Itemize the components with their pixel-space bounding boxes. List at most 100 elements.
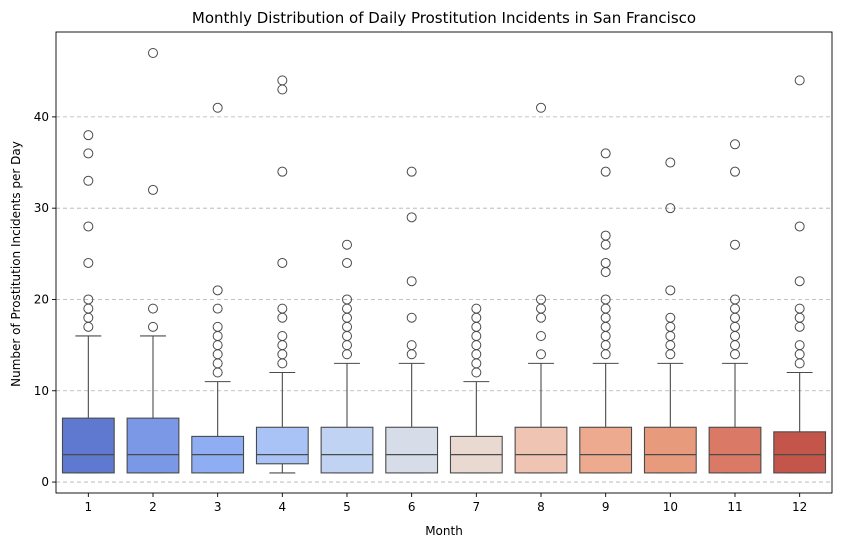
outlier-point (471, 340, 482, 351)
outlier-point (471, 349, 482, 360)
outlier-point (600, 340, 611, 351)
outlier-point (794, 303, 805, 314)
y-tick-label: 0 (41, 475, 49, 489)
iqr-box (643, 426, 697, 474)
outlier-point (406, 349, 417, 360)
outlier-point (471, 358, 482, 369)
box-month-5 (320, 239, 374, 474)
outlier-point (600, 166, 611, 177)
iqr-box (514, 426, 568, 474)
outlier-point (406, 312, 417, 323)
x-tick-label: 12 (792, 500, 807, 514)
outlier-point (600, 267, 611, 278)
outlier-point (83, 221, 94, 232)
iqr-box (579, 426, 633, 474)
grid-lines (56, 116, 832, 483)
outlier-point (342, 330, 352, 341)
x-tick-label: 1 (85, 500, 93, 514)
x-tick-label: 10 (663, 500, 678, 514)
outlier-point (730, 321, 740, 332)
outlier-point (212, 349, 223, 360)
outlier-point (83, 312, 94, 323)
outlier-point (536, 102, 546, 113)
x-tick-label: 5 (343, 500, 351, 514)
x-tick-label: 9 (602, 500, 610, 514)
x-tick-label: 3 (214, 500, 222, 514)
outlier-point (794, 312, 805, 323)
outlier-point (730, 139, 740, 150)
outlier-point (471, 303, 482, 314)
outlier-point (83, 148, 94, 159)
outlier-point (600, 312, 611, 323)
outlier-point (600, 321, 611, 332)
outlier-point (406, 166, 417, 177)
y-tick-label: 10 (34, 384, 49, 398)
outlier-point (212, 358, 223, 369)
outlier-point (536, 294, 546, 305)
outlier-point (536, 303, 546, 314)
outlier-point (600, 230, 611, 241)
outlier-point (148, 47, 158, 58)
outlier-point (730, 303, 740, 314)
outlier-point (277, 303, 288, 314)
box-month-9 (579, 148, 633, 474)
boxes (61, 47, 827, 474)
outlier-point (83, 321, 94, 332)
outlier-point (406, 212, 417, 223)
outlier-point (212, 303, 223, 314)
box-month-4 (255, 75, 309, 474)
outlier-point (730, 166, 740, 177)
outlier-point (342, 294, 352, 305)
outlier-point (600, 239, 611, 250)
outlier-point (406, 340, 417, 351)
iqr-box (255, 426, 309, 465)
iqr-box (773, 431, 827, 474)
outlier-point (730, 312, 740, 323)
outlier-point (471, 312, 482, 323)
outlier-point (83, 257, 94, 268)
outlier-point (83, 303, 94, 314)
outlier-point (600, 148, 611, 159)
outlier-point (665, 321, 676, 332)
outlier-point (665, 157, 676, 168)
outlier-point (148, 321, 158, 332)
outlier-point (794, 276, 805, 287)
outlier-point (471, 330, 482, 341)
outlier-point (600, 257, 611, 268)
box-month-3 (191, 102, 245, 474)
outlier-point (471, 321, 482, 332)
outlier-point (794, 358, 805, 369)
outlier-point (212, 367, 223, 378)
outlier-point (665, 349, 676, 360)
outlier-point (212, 102, 223, 113)
chart-title: Monthly Distribution of Daily Prostituti… (192, 9, 696, 27)
iqr-box (61, 417, 115, 474)
x-axis-label: Month (425, 524, 463, 538)
outlier-point (277, 257, 288, 268)
outlier-point (212, 330, 223, 341)
outlier-point (83, 130, 94, 141)
outlier-point (148, 184, 158, 195)
outlier-point (277, 84, 288, 95)
y-tick-label: 30 (34, 201, 49, 215)
outlier-point (665, 312, 676, 323)
iqr-box (708, 426, 762, 474)
box-month-10 (643, 157, 697, 474)
outlier-point (536, 349, 546, 360)
outlier-point (600, 303, 611, 314)
outlier-point (665, 285, 676, 296)
outlier-point (730, 340, 740, 351)
outlier-point (83, 175, 94, 186)
y-tick-label: 40 (34, 110, 49, 124)
outlier-point (730, 330, 740, 341)
outlier-point (342, 321, 352, 332)
x-tick-label: 6 (408, 500, 416, 514)
x-tick-label: 2 (149, 500, 157, 514)
y-tick-label: 20 (34, 292, 49, 306)
outlier-point (342, 340, 352, 351)
y-axis-label: Number of Prostitution Incidents per Day (9, 141, 23, 387)
outlier-point (600, 294, 611, 305)
outlier-point (600, 349, 611, 360)
